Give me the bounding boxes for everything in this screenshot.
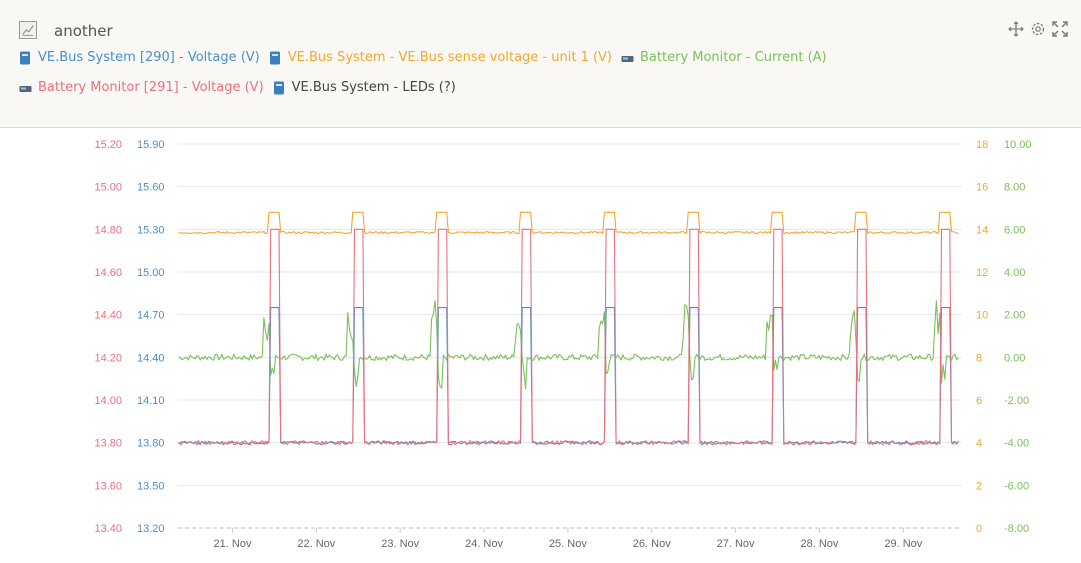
y-tick-label-green: 0.00 — [1004, 352, 1025, 364]
gear-icon[interactable] — [1029, 20, 1047, 38]
y-tick-label-orange: 14 — [976, 224, 988, 236]
legend-item-vebus-leds[interactable]: VE.Bus System - LEDs (?) — [273, 80, 456, 95]
line-chart[interactable]: 15.20 15.00 14.80 14.60 14.40 14.20 14.00 13.80… — [0, 128, 1081, 563]
y-tick-label-green: -4.00 — [1004, 438, 1029, 450]
y-tick-label-orange: 6 — [976, 395, 982, 407]
y-tick-label-green: 8.00 — [1004, 182, 1025, 194]
y-tick-label-pink: 14.60 — [94, 267, 122, 279]
series-lines — [177, 211, 959, 446]
series-line-green — [178, 300, 959, 390]
y-tick-label-orange: 18 — [976, 139, 988, 151]
x-tick-label: 25. Nov — [549, 538, 587, 550]
y-tick-label-pink: 13.40 — [94, 523, 122, 535]
chart-tools — [1007, 20, 1069, 38]
legend-row-1: VE.Bus System [290] - Voltage (V) VE.Bus… — [19, 50, 836, 65]
move-icon[interactable] — [1007, 20, 1025, 38]
legend-label: Battery Monitor [291] - Voltage (V) — [38, 80, 264, 95]
y-tick-label-green: -8.00 — [1004, 523, 1029, 535]
legend-item-battery-current[interactable]: Battery Monitor - Current (A) — [621, 50, 827, 65]
fullscreen-icon[interactable] — [1051, 20, 1069, 38]
legend-label: VE.Bus System [290] - Voltage (V) — [38, 50, 260, 65]
x-tick-label: 23. Nov — [381, 538, 419, 550]
y-tick-label-blue: 15.00 — [137, 267, 165, 279]
y-tick-label-green: 2.00 — [1004, 310, 1025, 322]
legend-row-2: Battery Monitor [291] - Voltage (V) VE.B… — [19, 80, 465, 95]
chart-line-icon — [19, 21, 37, 39]
y-tick-label-blue: 15.60 — [137, 182, 165, 194]
legend-label: VE.Bus System - LEDs (?) — [291, 80, 456, 95]
y-tick-label-blue: 15.30 — [137, 224, 165, 236]
legend-item-battery-voltage[interactable]: Battery Monitor [291] - Voltage (V) — [19, 80, 264, 95]
y-tick-label-blue: 14.40 — [137, 352, 165, 364]
y-tick-label-green: 4.00 — [1004, 267, 1025, 279]
battery-monitor-icon — [621, 55, 634, 62]
y-tick-label-blue: 15.90 — [137, 139, 165, 151]
x-tick-label: 29. Nov — [884, 538, 922, 550]
y-tick-label-orange: 4 — [976, 438, 982, 450]
series-line-blue — [178, 307, 959, 445]
chart-title: another — [54, 22, 113, 40]
legend-item-vebus-sense-voltage[interactable]: VE.Bus System - VE.Bus sense voltage - u… — [269, 50, 612, 65]
y-tick-label-pink: 14.00 — [94, 395, 122, 407]
y-tick-label-orange: 0 — [976, 523, 982, 535]
legend-label: Battery Monitor - Current (A) — [640, 50, 827, 65]
inverter-device-icon — [273, 81, 284, 94]
y-tick-label-pink: 14.80 — [94, 224, 122, 236]
y-tick-label-pink: 13.80 — [94, 438, 122, 450]
series-line-pink — [177, 228, 959, 446]
y-tick-label-green: 6.00 — [1004, 224, 1025, 236]
y-tick-label-pink: 14.20 — [94, 352, 122, 364]
y-tick-label-blue: 14.70 — [137, 310, 165, 322]
x-tick-label: 21. Nov — [214, 538, 252, 550]
battery-monitor-icon — [19, 85, 32, 92]
inverter-device-icon — [269, 51, 280, 64]
x-tick-label: 27. Nov — [717, 538, 755, 550]
y-tick-label-pink: 14.40 — [94, 310, 122, 322]
y-tick-label-orange: 8 — [976, 352, 982, 364]
legend-label: VE.Bus System - VE.Bus sense voltage - u… — [287, 50, 613, 65]
chart-header: another VE.Bus System [290] - Voltag — [0, 0, 1081, 128]
x-tick-label: 26. Nov — [633, 538, 671, 550]
y-tick-label-pink: 15.00 — [94, 182, 122, 194]
x-tick-label: 28. Nov — [800, 538, 838, 550]
y-tick-label-blue: 13.80 — [137, 438, 165, 450]
y-tick-label-green: -6.00 — [1004, 480, 1029, 492]
y-tick-label-orange: 16 — [976, 182, 988, 194]
y-tick-label-blue: 13.50 — [137, 480, 165, 492]
y-tick-label-pink: 15.20 — [94, 139, 122, 151]
x-tick-label: 24. Nov — [465, 538, 503, 550]
y-tick-label-pink: 13.60 — [94, 480, 122, 492]
y-tick-label-green: 10.00 — [1004, 139, 1032, 151]
y-tick-label-orange: 10 — [976, 310, 988, 322]
y-tick-label-orange: 2 — [976, 480, 982, 492]
series-line-orange — [178, 211, 959, 235]
x-tick-label: 22. Nov — [297, 538, 335, 550]
y-tick-label-orange: 12 — [976, 267, 988, 279]
y-tick-label-blue: 13.20 — [137, 523, 165, 535]
y-tick-label-green: -2.00 — [1004, 395, 1029, 407]
legend-item-vebus-voltage[interactable]: VE.Bus System [290] - Voltage (V) — [19, 50, 260, 65]
inverter-device-icon — [20, 51, 30, 64]
grid-lines — [178, 143, 962, 529]
y-tick-label-blue: 14.10 — [137, 395, 165, 407]
axis-ticks: 15.20 15.00 14.80 14.60 14.40 14.20 14.00 13.80… — [94, 139, 1031, 550]
